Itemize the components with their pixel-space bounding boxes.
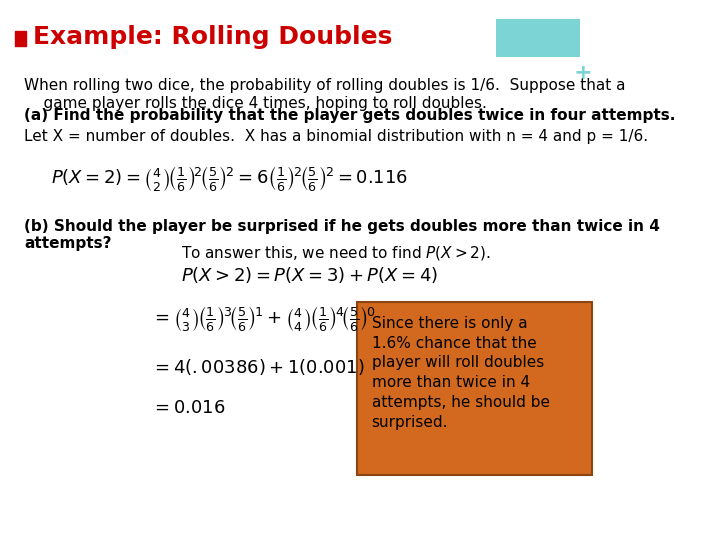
Text: Example: Rolling Doubles: Example: Rolling Doubles <box>33 25 392 49</box>
Text: $=0.016$: $=0.016$ <box>151 399 225 417</box>
Bar <box>15 31 26 46</box>
Text: $P(X>2)=P(X=3)+P(X=4)$: $P(X>2)=P(X=3)+P(X=4)$ <box>181 265 438 286</box>
Text: $P(X=2)=\binom{4}{2}\!\left(\frac{1}{6}\right)^{\!2}\!\left(\frac{5}{6}\right)^{: $P(X=2)=\binom{4}{2}\!\left(\frac{1}{6}\… <box>51 164 408 193</box>
FancyBboxPatch shape <box>495 19 580 57</box>
Text: To answer this, we need to find $P(X > 2)$.: To answer this, we need to find $P(X > 2… <box>181 244 491 262</box>
Text: (a) Find the probability that the player gets doubles twice in four attempts.: (a) Find the probability that the player… <box>24 108 675 123</box>
Text: Let X = number of doubles.  X has a binomial distribution with n = 4 and p = 1/6: Let X = number of doubles. X has a binom… <box>24 129 648 144</box>
Text: $=\binom{4}{3}\!\left(\frac{1}{6}\right)^{\!3}\!\left(\frac{5}{6}\right)^{\!1}+\: $=\binom{4}{3}\!\left(\frac{1}{6}\right)… <box>151 304 376 333</box>
Text: +: + <box>574 63 593 83</box>
Text: When rolling two dice, the probability of rolling doubles is 1/6.  Suppose that : When rolling two dice, the probability o… <box>24 78 626 111</box>
Text: Since there is only a
1.6% chance that the
player will roll doubles
more than tw: Since there is only a 1.6% chance that t… <box>372 316 549 430</box>
Text: (b) Should the player be surprised if he gets doubles more than twice in 4
attem: (b) Should the player be surprised if he… <box>24 219 660 251</box>
Text: $=4(.00386)+1(0.001)$: $=4(.00386)+1(0.001)$ <box>151 357 365 377</box>
FancyBboxPatch shape <box>356 302 593 475</box>
